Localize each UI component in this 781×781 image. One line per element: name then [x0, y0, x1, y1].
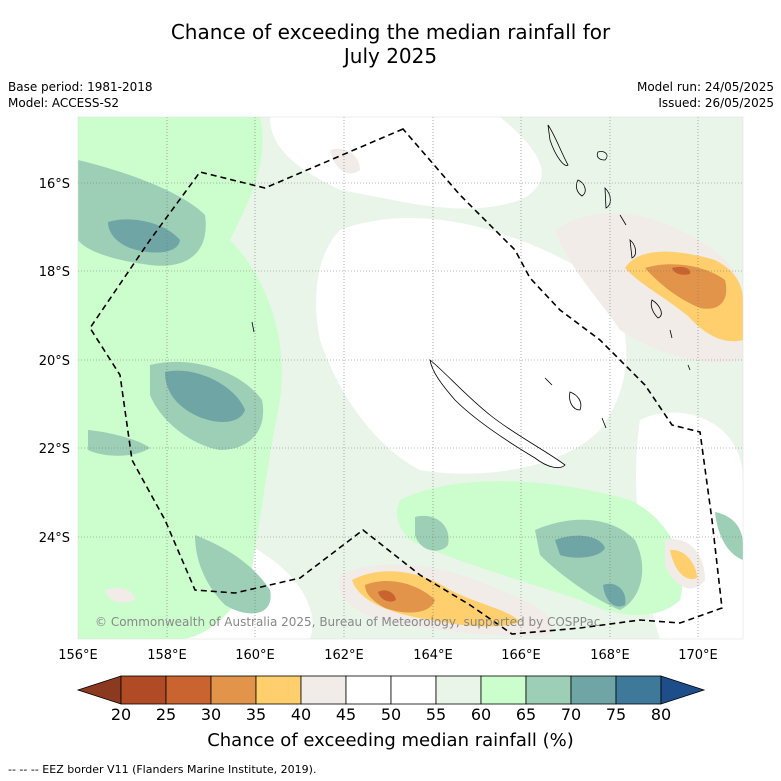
lon-label-168e: 168°E [590, 648, 630, 663]
lon-label-164e: 164°E [413, 648, 453, 663]
white-region-north [270, 117, 542, 209]
colorbar-tick-label: 40 [290, 705, 312, 724]
model-run: Model run: 24/05/2025 [636, 80, 774, 94]
probability-field [78, 117, 743, 639]
brown-region-sw [105, 588, 135, 603]
graticule [78, 117, 743, 639]
colorbar-tick-label: 25 [155, 705, 177, 724]
lon-label-170e: 170°E [678, 648, 718, 663]
lon-label-166e: 166°E [501, 648, 541, 663]
orange-region-ne [645, 264, 727, 309]
darkteal-region-w [165, 370, 245, 422]
darkteal-region-se2 [603, 583, 626, 607]
lat-label-20s: 20°S [39, 354, 70, 369]
lat-label-16s: 16°S [39, 177, 70, 192]
vanuatu-islands [547, 124, 691, 371]
lon-label-160e: 160°E [235, 648, 275, 663]
colorbar-extend-low [76, 675, 122, 705]
colorbar-bin [165, 675, 212, 705]
orange-region-s [365, 580, 435, 613]
map-frame [77, 116, 744, 640]
colorbar-tick-label: 20 [110, 705, 132, 724]
colorbar-tick-label: 65 [515, 705, 537, 724]
colorbar-extend-high [660, 675, 706, 705]
lat-label-18s: 18°S [39, 265, 70, 280]
darkteal-region-nw [108, 219, 180, 253]
small-island-west [251, 321, 255, 333]
new-caledonia-landmass [429, 359, 566, 469]
colorbar-tick-label: 50 [380, 705, 402, 724]
map-title-line1: Chance of exceeding the median rainfall … [170, 20, 611, 44]
colorbar-bin [300, 675, 347, 705]
colorbar-bin [120, 675, 167, 705]
loyalty-islands [544, 377, 607, 429]
lon-label-158e: 158°E [147, 648, 187, 663]
map-title-line2: July 2025 [343, 44, 438, 68]
colorbar-title: Chance of exceeding median rainfall (%) [207, 730, 574, 751]
eez-border [89, 128, 723, 635]
colorbar-tick-label: 30 [200, 705, 222, 724]
lat-label-24s: 24°S [39, 531, 70, 546]
lon-label-156e: 156°E [58, 648, 98, 663]
white-region-center [316, 218, 627, 474]
base-period: Base period: 1981-2018 [8, 80, 153, 94]
darkorange-region-s [378, 590, 396, 602]
colorbar-tick-label: 70 [560, 705, 582, 724]
teal-region-small [415, 515, 449, 551]
eez-legend-note: -- -- -- EEZ border V11 (Flanders Marine… [8, 763, 317, 776]
copyright-text: © Commonwealth of Australia 2025, Bureau… [95, 615, 600, 629]
colorbar-tick-label: 35 [245, 705, 267, 724]
colorbar-tick-label: 45 [335, 705, 357, 724]
teal-region-sw [195, 535, 271, 614]
colorbar-bin [435, 675, 482, 705]
model-name: Model: ACCESS-S2 [8, 96, 120, 110]
darkteal-region-se [555, 535, 605, 558]
colorbar-bin [570, 675, 617, 705]
brown-region-n [330, 148, 360, 174]
colorbar-bin [615, 675, 662, 705]
colorbar-bin [525, 675, 572, 705]
issued-date: Issued: 26/05/2025 [658, 96, 774, 110]
yellow-region-e [670, 549, 697, 580]
teal-region-e [715, 512, 743, 560]
colorbar-tick-label: 55 [425, 705, 447, 724]
colorbar-bin [345, 675, 392, 705]
colorbar-bin [210, 675, 257, 705]
lon-label-162e: 162°E [324, 648, 364, 663]
colorbar-tick-label: 75 [605, 705, 627, 724]
colorbar [76, 675, 706, 705]
colorbar-tick-label: 80 [650, 705, 672, 724]
colorbar-tick-label: 60 [470, 705, 492, 724]
lat-label-22s: 22°S [39, 442, 70, 457]
teal-region-west-edge [88, 430, 150, 456]
colorbar-bin [390, 675, 437, 705]
colorbar-bin [480, 675, 527, 705]
colorbar-bin [255, 675, 302, 705]
